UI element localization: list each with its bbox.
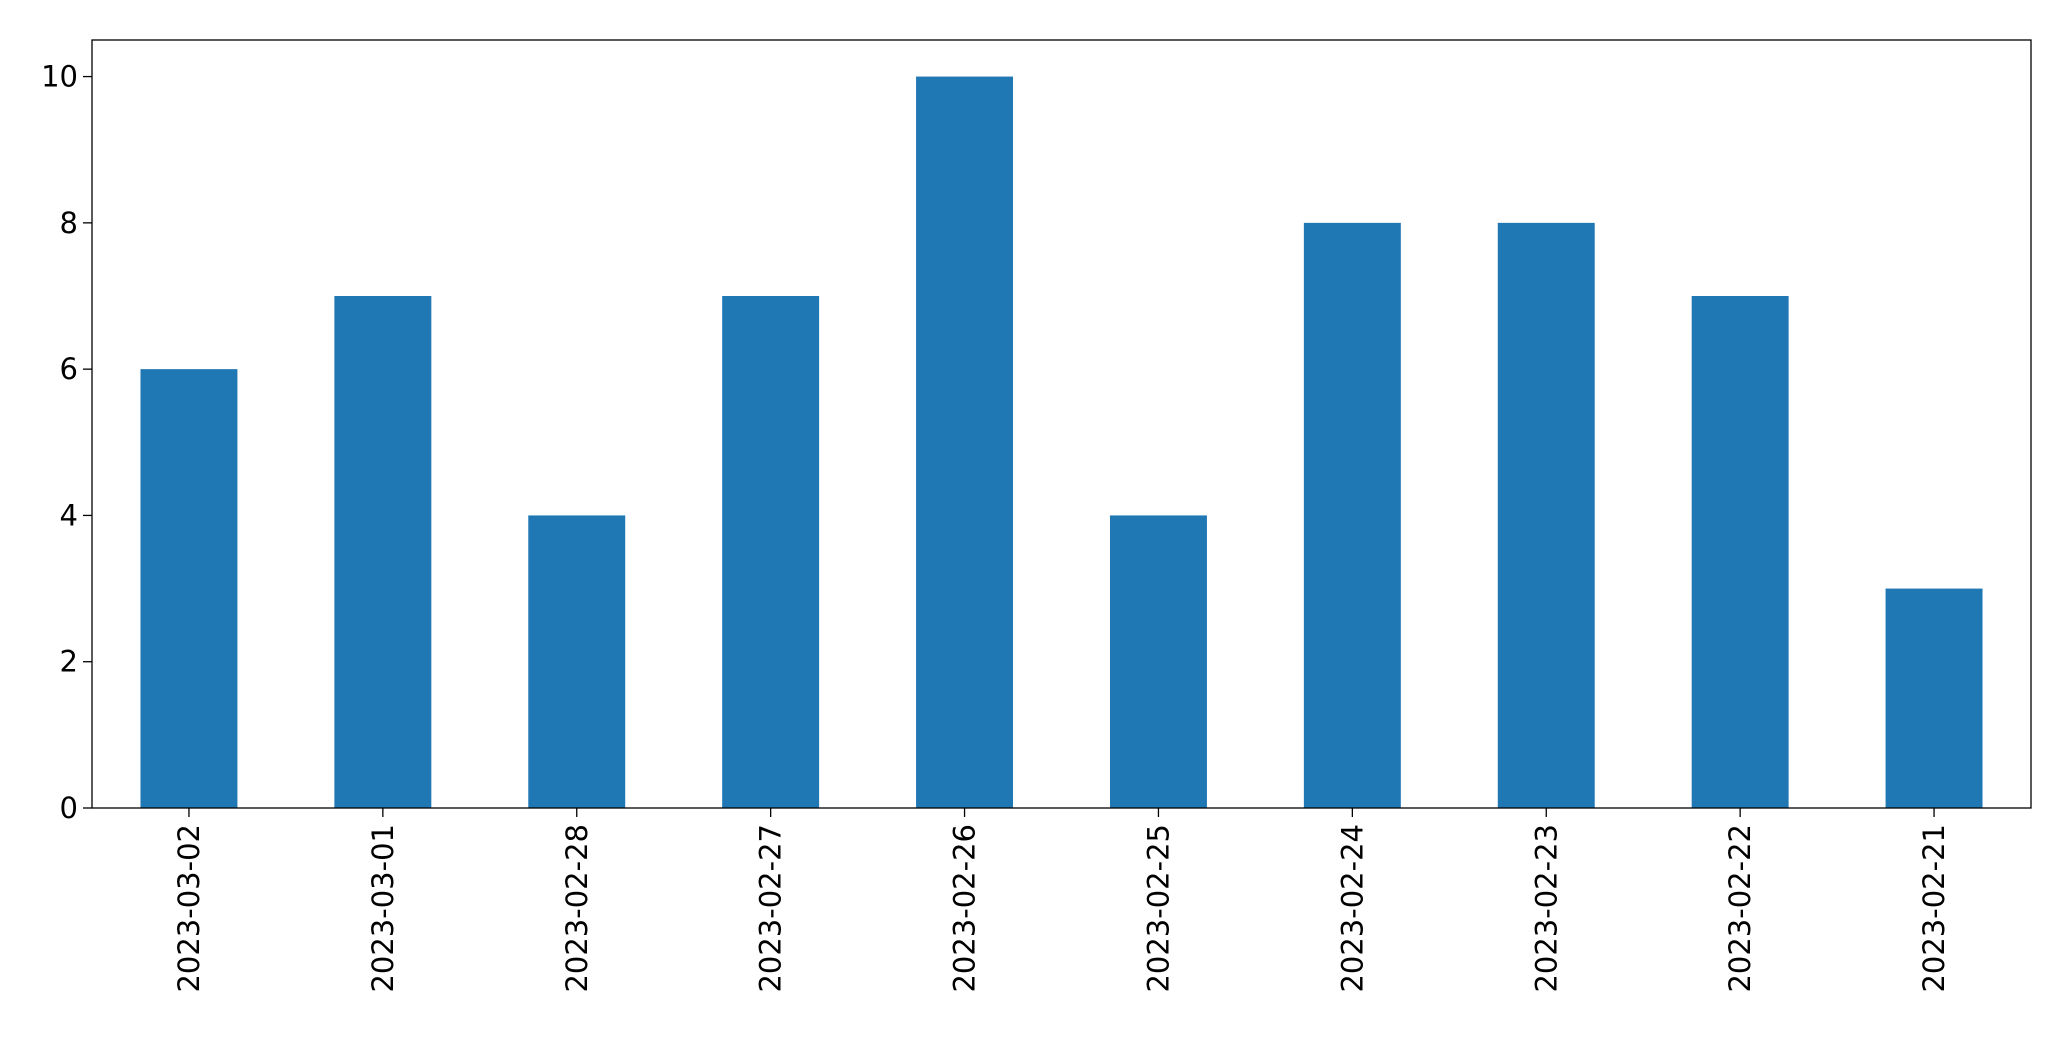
y-tick-label: 8 (60, 206, 78, 240)
bar (528, 515, 626, 808)
x-tick-label: 2023-02-25 (1141, 824, 1175, 993)
bar (1497, 222, 1595, 808)
x-tick-label: 2023-03-02 (172, 824, 206, 993)
y-tick-label: 6 (60, 352, 78, 386)
x-tick-label: 2023-02-22 (1723, 824, 1757, 993)
bar (1885, 588, 1983, 808)
x-tick-label: 2023-02-27 (754, 824, 788, 993)
y-tick-label: 10 (41, 60, 78, 94)
x-tick-label: 2023-02-26 (948, 824, 982, 993)
y-tick-label: 0 (60, 791, 78, 825)
bar (1109, 515, 1207, 808)
bar (916, 76, 1014, 809)
bar (1303, 222, 1401, 808)
y-tick-label: 2 (60, 645, 78, 679)
x-tick-label: 2023-02-24 (1335, 824, 1369, 993)
bar (722, 296, 820, 808)
plot-frame (91, 39, 2032, 809)
y-tick-label: 4 (60, 498, 78, 532)
bar (140, 369, 238, 808)
bar (1691, 296, 1789, 808)
x-tick-label: 2023-02-28 (560, 824, 594, 993)
x-tick-label: 2023-02-21 (1917, 824, 1951, 993)
bar (334, 296, 432, 808)
x-tick-label: 2023-02-23 (1529, 824, 1563, 993)
x-tick-label: 2023-03-01 (366, 824, 400, 993)
